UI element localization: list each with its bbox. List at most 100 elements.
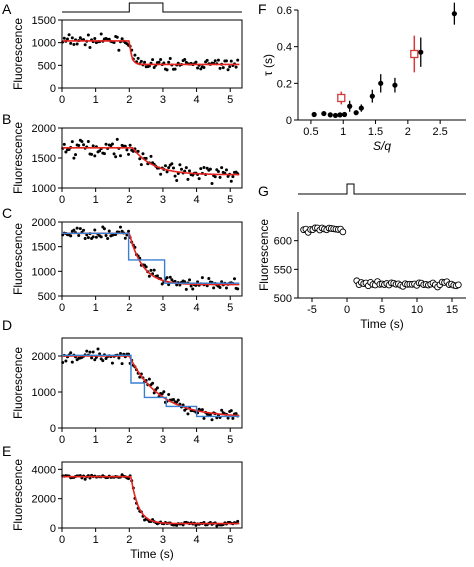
panel-a-data-point xyxy=(202,66,206,70)
panel-f-xtick-label: 2.5 xyxy=(433,126,448,138)
panel-g-xtick-label: -5 xyxy=(307,304,317,316)
panel-g-xtick-label: 0 xyxy=(344,304,350,316)
panel-a-ytick-label: 0 xyxy=(50,83,56,95)
panel-b-data-point xyxy=(74,153,78,157)
panel-e-xtick-label: 5 xyxy=(227,534,233,546)
panel-c-data-point xyxy=(94,235,98,239)
panel-a-data-point xyxy=(120,37,124,41)
panel-c-data-point xyxy=(200,276,204,280)
panel-b-xtick-label: 0 xyxy=(59,194,65,206)
panel-b-xtick-label: 3 xyxy=(160,194,166,206)
panel-b-data-point xyxy=(118,154,122,158)
panel-c-data-point xyxy=(72,228,76,232)
panel-b-data-point xyxy=(115,137,119,141)
panel-f-point xyxy=(321,110,327,117)
panel-b-data-point xyxy=(77,144,81,148)
panel-c-xtick-label: 4 xyxy=(194,302,200,314)
panel-b-data-point xyxy=(199,167,203,171)
panel-b-data-point xyxy=(173,174,177,178)
panel-c-ylabel: Fluorescence xyxy=(11,223,25,295)
panel-e-xlabel: Time (s) xyxy=(130,547,174,561)
panel-b-data-point xyxy=(64,150,68,154)
panel-c-axes xyxy=(61,221,243,297)
panel-a-fit-curve xyxy=(62,40,240,66)
panel-d-xtick-label: 3 xyxy=(160,434,166,446)
panel-b-data-point xyxy=(93,154,97,158)
panel-d-ylabel: Fluorescence xyxy=(11,347,25,419)
panel-c-data-point xyxy=(152,268,156,272)
panel-c-data-point xyxy=(85,233,89,237)
panel-b-data-point xyxy=(184,166,188,170)
panel-a-xtick-label: 3 xyxy=(160,94,166,106)
panel-e-ytick-label: 0 xyxy=(50,523,56,535)
panel-c-data-point xyxy=(78,227,82,231)
panel-c-data-point xyxy=(144,265,148,269)
panel-d-data-point xyxy=(151,381,155,385)
panel-a-data-point xyxy=(107,37,111,41)
panel-f-ytick-label: 0.2 xyxy=(277,78,292,90)
panel-b-data-point xyxy=(197,177,201,181)
panel-b-data-point xyxy=(188,169,192,173)
panel-b-data-point xyxy=(167,166,171,170)
panel-b-data-point xyxy=(171,166,175,170)
panel-d-data-point xyxy=(120,362,124,366)
panel-a-data-point xyxy=(165,68,169,72)
panel-c-data-point xyxy=(207,276,211,280)
panel-b-xtick-label: 2 xyxy=(126,194,132,206)
panel-d-data-point xyxy=(138,375,142,379)
panel-a-data-point xyxy=(70,36,74,40)
panel-c-data-point xyxy=(107,229,111,233)
panel-a-data-point xyxy=(136,56,140,60)
panel-f-point xyxy=(392,82,398,88)
panel-b-data-point xyxy=(170,162,174,166)
panel-a-xtick-label: 2 xyxy=(126,94,132,106)
panel-c-data-point xyxy=(82,228,86,232)
panel-c-xtick-label: 1 xyxy=(93,302,99,314)
panel-b-data-point xyxy=(202,165,206,169)
panel-c-data-point xyxy=(127,229,131,233)
panel-c-data-point xyxy=(189,284,193,288)
panel-c-ytick-label: 1500 xyxy=(32,242,56,254)
panel-e-xtick-label: 1 xyxy=(93,534,99,546)
panel-c-data-point xyxy=(149,268,153,272)
panel-a-data-point xyxy=(112,41,116,45)
panel-c-data-point xyxy=(212,286,216,290)
panel-b-xtick-label: 1 xyxy=(93,194,99,206)
panel-f-ylabel: τ (s) xyxy=(261,54,275,76)
panel-letter-b: B xyxy=(2,111,11,127)
panel-f-point xyxy=(347,103,353,109)
panel-b-data-point xyxy=(91,144,95,148)
panel-d-data-point xyxy=(155,386,159,390)
panel-a-data-point xyxy=(221,66,225,70)
panel-c-ytick-label: 2000 xyxy=(32,217,56,229)
panel-g-xtick-label: 5 xyxy=(379,304,385,316)
panel-a-data-point xyxy=(143,60,147,64)
panel-a-data-point xyxy=(196,66,200,70)
panel-a-data-point xyxy=(133,53,137,57)
panel-e-ytick-label: 4000 xyxy=(32,464,56,476)
panel-b-data-point xyxy=(141,152,145,156)
panel-a-data-point xyxy=(69,41,73,45)
panel-b-data-point xyxy=(86,140,90,144)
panel-f-point xyxy=(358,105,364,111)
panel-a-data-point xyxy=(139,59,143,63)
panel-f-point xyxy=(311,111,317,118)
panel-f-axes xyxy=(297,10,466,121)
panel-d-data-point xyxy=(220,408,224,412)
panel-c-data-point xyxy=(123,236,127,240)
panel-d-data-point xyxy=(117,356,121,360)
panel-a-xtick-label: 1 xyxy=(93,94,99,106)
panel-g-xlabel: Time (s) xyxy=(360,317,404,331)
panel-d-data-point xyxy=(234,412,238,416)
panel-b-data-point xyxy=(218,175,222,179)
panel-a-data-point xyxy=(234,65,238,69)
panel-c-data-point xyxy=(86,236,90,240)
panel-d-data-point xyxy=(96,347,100,351)
panel-d-data-point xyxy=(90,356,94,360)
panel-b-data-point xyxy=(165,170,169,174)
panel-c-data-point xyxy=(83,237,87,241)
panel-c-data-point xyxy=(75,226,79,230)
panel-b-data-point xyxy=(149,154,153,158)
panel-b-data-point xyxy=(229,179,233,183)
panel-a-data-point xyxy=(115,35,119,39)
